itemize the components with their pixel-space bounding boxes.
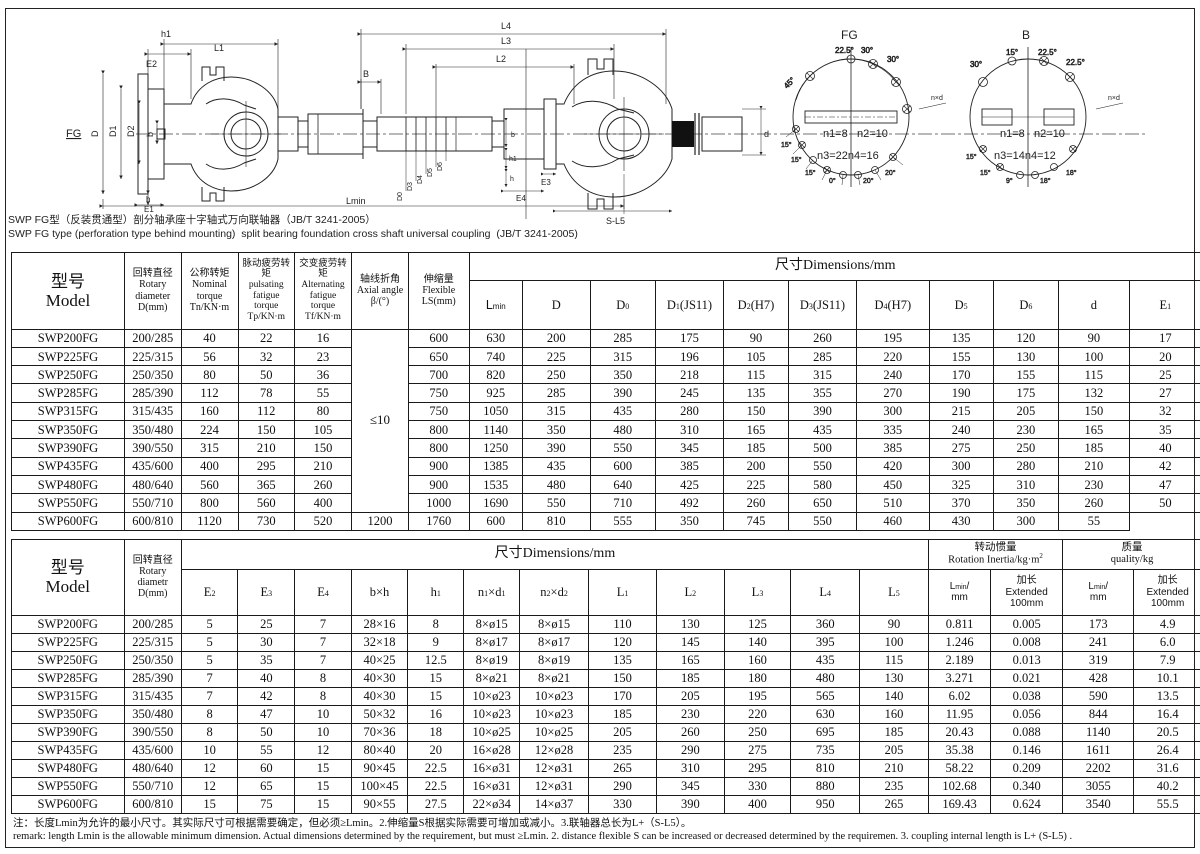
svg-text:d: d <box>764 129 769 139</box>
svg-text:0°: 0° <box>829 177 836 185</box>
svg-text:n2=10: n2=10 <box>1034 128 1065 140</box>
svg-text:Lmin: Lmin <box>346 196 366 206</box>
svg-text:SWP FG型（反装贯通型）剖分轴承座十字轴式万向联轴器（J: SWP FG型（反装贯通型）剖分轴承座十字轴式万向联轴器（JB/T 3241-2… <box>8 213 376 226</box>
svg-text:L4: L4 <box>501 21 511 31</box>
svg-text:E3: E3 <box>541 178 551 187</box>
svg-text:9°: 9° <box>1006 177 1013 185</box>
svg-text:S-L5: S-L5 <box>606 216 625 226</box>
svg-text:B: B <box>1022 28 1030 42</box>
svg-text:b: b <box>145 132 155 137</box>
svg-text:L2: L2 <box>496 54 506 64</box>
svg-text:n×d: n×d <box>1108 95 1120 102</box>
svg-text:15°: 15° <box>1006 48 1018 57</box>
svg-text:D1: D1 <box>108 125 118 137</box>
svg-text:D5: D5 <box>427 168 434 177</box>
svg-text:b: b <box>511 132 515 139</box>
svg-text:20°: 20° <box>863 177 874 185</box>
svg-text:E2: E2 <box>146 59 157 69</box>
svg-text:FG: FG <box>66 128 81 140</box>
svg-text:15°: 15° <box>805 169 816 177</box>
svg-text:E1: E1 <box>144 205 154 214</box>
svg-text:30°: 30° <box>861 46 873 55</box>
svg-text:15°: 15° <box>980 169 991 177</box>
svg-text:n×d: n×d <box>931 95 943 102</box>
svg-text:SWP FG type (perforation type: SWP FG type (perforation type behind mou… <box>8 228 578 240</box>
svg-text:h: h <box>146 195 150 204</box>
svg-text:FG: FG <box>841 28 858 42</box>
svg-text:E4: E4 <box>516 194 526 203</box>
svg-text:n3=22n4=16: n3=22n4=16 <box>817 150 879 162</box>
svg-text:n2=10: n2=10 <box>857 128 888 140</box>
svg-text:n1=8: n1=8 <box>823 128 848 140</box>
svg-text:22.5°: 22.5° <box>1066 58 1085 67</box>
svg-text:h: h <box>510 176 514 183</box>
svg-text:D2: D2 <box>126 125 136 137</box>
svg-text:h1: h1 <box>161 29 171 39</box>
svg-text:22.5°: 22.5° <box>835 46 854 55</box>
svg-text:22.5°: 22.5° <box>1038 48 1057 57</box>
svg-text:D6: D6 <box>437 162 444 171</box>
svg-text:30°: 30° <box>970 60 982 69</box>
svg-text:L3: L3 <box>501 36 511 46</box>
svg-text:15°: 15° <box>966 153 977 161</box>
svg-text:45°: 45° <box>782 75 797 90</box>
svg-text:D3: D3 <box>407 182 414 191</box>
svg-text:n3=14n4=12: n3=14n4=12 <box>994 150 1056 162</box>
svg-text:D: D <box>90 130 100 137</box>
svg-text:18°: 18° <box>1066 169 1077 177</box>
svg-text:30°: 30° <box>887 55 899 64</box>
svg-text:B: B <box>363 69 369 79</box>
svg-text:L1: L1 <box>214 43 224 53</box>
svg-text:15°: 15° <box>791 156 802 164</box>
svg-text:D0: D0 <box>397 192 404 201</box>
svg-text:20°: 20° <box>885 169 896 177</box>
svg-text:18°: 18° <box>1040 177 1051 185</box>
svg-text:D4: D4 <box>417 175 424 184</box>
svg-text:h1: h1 <box>509 156 517 163</box>
svg-text:15°: 15° <box>781 141 792 149</box>
svg-text:n1=8: n1=8 <box>1000 128 1025 140</box>
